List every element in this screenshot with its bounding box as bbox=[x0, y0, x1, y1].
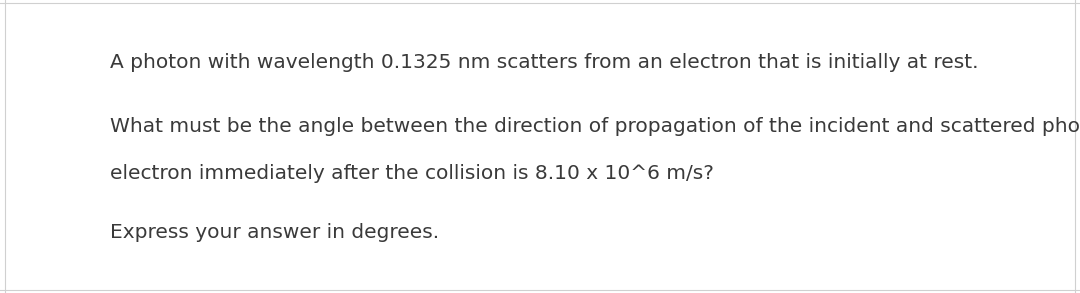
Text: What must be the angle between the direction of propagation of the incident and : What must be the angle between the direc… bbox=[110, 117, 1080, 136]
Text: Express your answer in degrees.: Express your answer in degrees. bbox=[110, 223, 440, 242]
Text: electron immediately after the collision is 8.10 x 10^6 m/s?: electron immediately after the collision… bbox=[110, 164, 714, 183]
Text: A photon with wavelength 0.1325 nm scatters from an electron that is initially a: A photon with wavelength 0.1325 nm scatt… bbox=[110, 53, 978, 72]
